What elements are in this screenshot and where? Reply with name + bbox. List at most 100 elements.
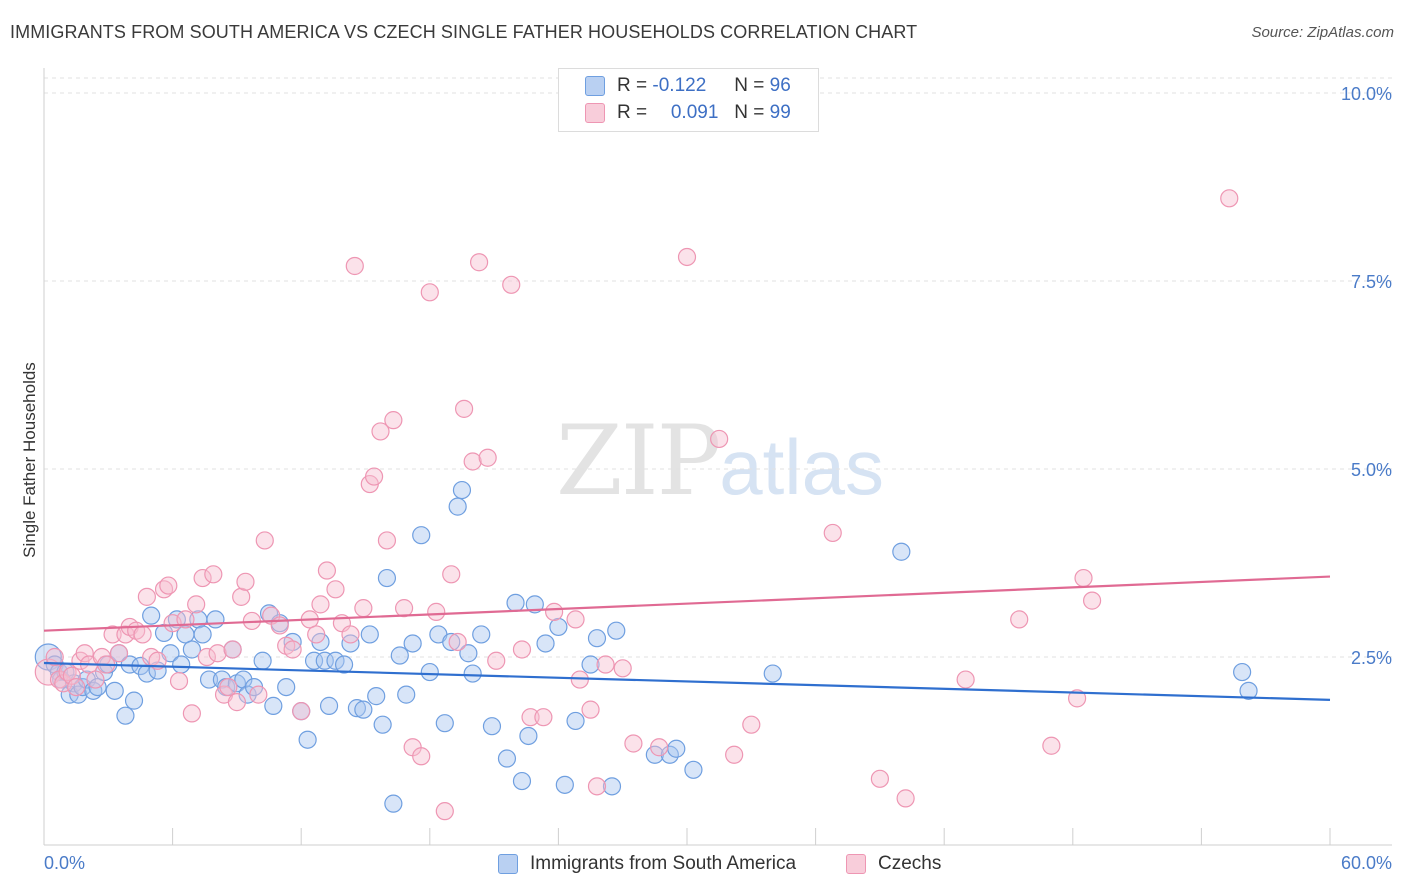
data-point-pink [1042, 736, 1061, 755]
data-point-blue [448, 497, 467, 516]
data-point-blue [298, 730, 317, 749]
data-point-pink [204, 565, 223, 584]
data-point-blue [555, 775, 574, 794]
data-point-pink [1220, 189, 1239, 208]
data-point-pink [283, 640, 302, 659]
data-point-pink [587, 777, 607, 796]
gridlines [44, 77, 1392, 658]
data-point-pink [311, 595, 330, 614]
data-point-pink [364, 467, 384, 486]
data-point-pink [133, 625, 152, 644]
data-point-blue [472, 625, 491, 644]
data-point-blue [442, 632, 461, 652]
y-tick-label: 5.0% [1351, 460, 1392, 480]
data-point-pink [326, 580, 345, 599]
legend-r-label: R = [617, 102, 648, 123]
bottom-legend-item-pink: Czechs [846, 851, 941, 877]
data-point-pink [448, 632, 467, 652]
data-point-pink [1067, 689, 1087, 708]
data-point-blue [667, 739, 686, 758]
data-point-blue [253, 651, 272, 670]
data-point-pink [317, 561, 337, 580]
legend-n-label: N = [734, 75, 765, 96]
data-point-blue [384, 794, 403, 813]
data-point-pink [454, 399, 474, 418]
data-point-pink [677, 247, 697, 267]
data-point-blue [1239, 681, 1258, 700]
data-point-blue [763, 664, 782, 683]
series-czechs [34, 189, 1239, 821]
legend-row-pink: R = 0.091 N = 99 [585, 101, 791, 125]
data-point-blue [193, 625, 212, 644]
source-attribution: Source: ZipAtlas.com [1251, 24, 1394, 41]
data-point-pink [512, 640, 532, 659]
x-tick-label-max: 60.0% [1341, 853, 1392, 873]
data-point-pink [148, 651, 167, 670]
data-point-blue [566, 711, 585, 731]
data-point-pink [232, 587, 251, 606]
data-point-pink [384, 411, 403, 430]
data-point-blue [512, 771, 532, 791]
data-point-blue [1233, 662, 1252, 682]
data-point-pink [1010, 610, 1029, 629]
data-point-pink [62, 666, 81, 685]
data-point-pink [354, 599, 373, 618]
data-point-pink [86, 670, 105, 689]
data-point-pink [742, 715, 761, 734]
data-point-blue [435, 714, 454, 733]
data-point-pink [463, 452, 482, 471]
data-point-blue [536, 634, 555, 653]
data-point-blue [234, 670, 253, 689]
watermark-zip: ZIP [556, 405, 721, 517]
y-tick-label: 2.5% [1351, 648, 1392, 668]
correlation-legend: R = -0.122 N = 96 R = 0.091 N = 99 [558, 68, 819, 132]
data-point-pink [427, 602, 446, 621]
data-point-pink [624, 734, 643, 753]
data-point-pink [394, 599, 414, 618]
data-point-blue [367, 687, 386, 706]
y-tick-label: 7.5% [1351, 272, 1392, 292]
data-point-pink [566, 610, 585, 629]
data-point-pink [613, 659, 632, 678]
data-point-blue [304, 651, 324, 670]
data-point-blue [519, 726, 538, 746]
legend-r-value: -0.122 [652, 75, 707, 96]
data-point-pink [187, 595, 206, 614]
data-point-blue [182, 640, 201, 659]
data-point-pink [307, 625, 326, 644]
legend-swatch-pink [585, 103, 605, 123]
data-point-blue [354, 700, 373, 719]
data-point-pink [469, 253, 489, 272]
data-point-pink [650, 738, 669, 757]
bottom-legend-swatch-blue [498, 854, 518, 874]
data-point-pink [377, 531, 397, 550]
legend-n-value: 99 [769, 102, 791, 123]
data-point-pink [521, 708, 540, 727]
data-point-blue [319, 696, 339, 715]
data-point-pink [896, 789, 915, 808]
data-point-blue [403, 634, 422, 653]
data-point-blue [264, 696, 283, 715]
bottom-legend-swatch-pink [846, 854, 866, 874]
data-point-blue [315, 651, 334, 670]
data-point-blue [238, 685, 257, 704]
data-point-blue [105, 681, 124, 700]
data-point-pink [596, 655, 615, 674]
trend-lines [43, 575, 1331, 701]
bottom-legend-label-pink: Czechs [878, 853, 942, 874]
trend-line-blue [43, 661, 1331, 701]
data-point-pink [478, 448, 497, 467]
x-tick-label-min: 0.0% [44, 853, 85, 873]
data-point-pink [197, 647, 216, 667]
data-point-blue [373, 715, 392, 734]
data-point-pink [227, 693, 246, 712]
data-point-pink [725, 745, 744, 764]
data-point-blue [463, 664, 482, 683]
legend-swatch-blue [585, 76, 605, 96]
data-point-pink [137, 587, 156, 606]
axes [43, 68, 1392, 846]
trend-line-pink [43, 575, 1331, 632]
series-immigrants-south-america [34, 480, 1258, 813]
legend-r-value: 0.091 [670, 102, 719, 123]
data-point-pink [823, 523, 842, 543]
